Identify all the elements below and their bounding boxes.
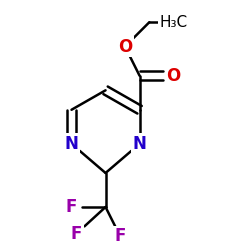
Text: N: N <box>133 135 146 153</box>
Text: O: O <box>118 38 132 56</box>
Text: O: O <box>166 67 181 85</box>
Text: F: F <box>114 227 126 245</box>
Text: N: N <box>64 135 78 153</box>
Text: F: F <box>71 225 82 243</box>
Text: F: F <box>66 198 77 216</box>
Text: H₃C: H₃C <box>160 15 188 30</box>
